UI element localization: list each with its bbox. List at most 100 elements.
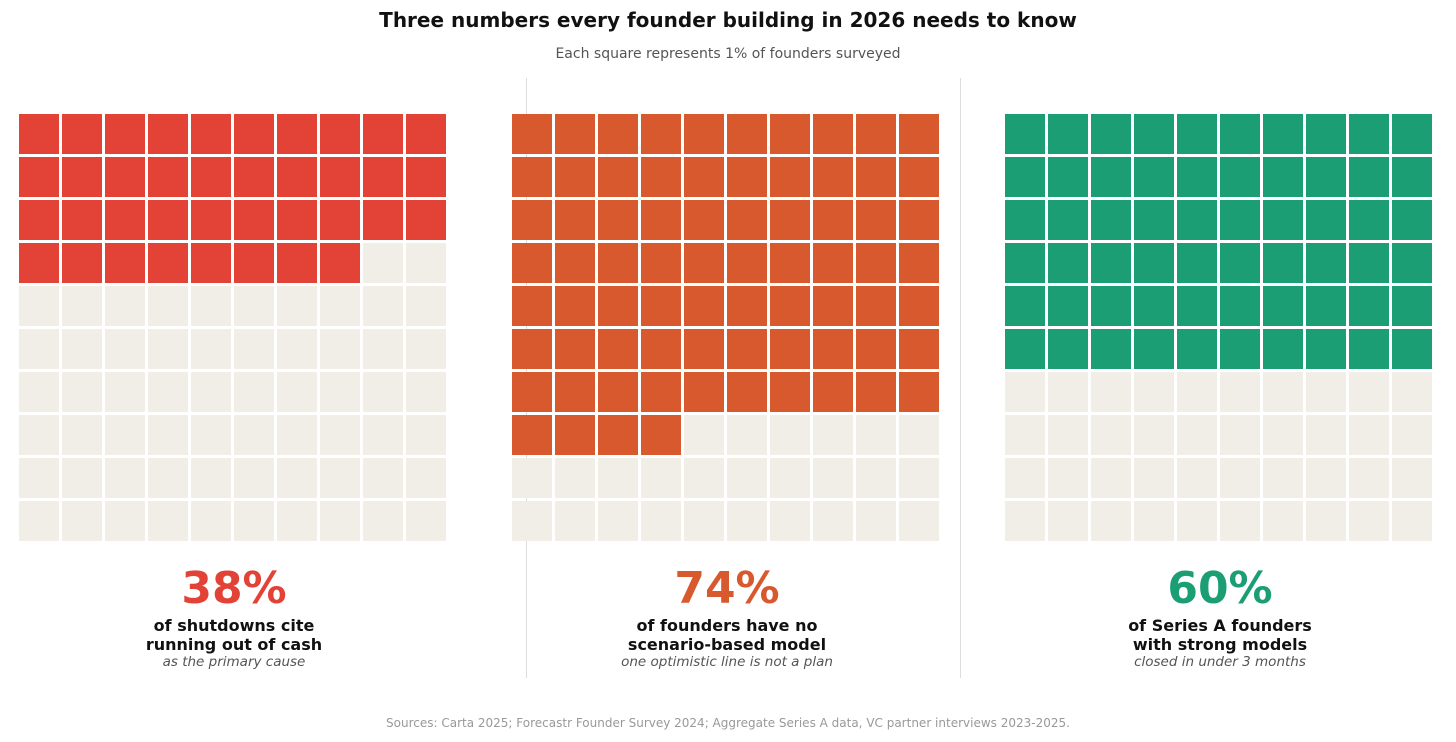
waffle-square-filled <box>1048 114 1088 154</box>
waffle-square-empty <box>641 458 681 498</box>
waffle-square-filled <box>1306 157 1346 197</box>
waffle-square-filled <box>1263 114 1303 154</box>
waffle-square-filled <box>191 243 231 283</box>
waffle-square-filled <box>684 286 724 326</box>
waffle-square-empty <box>1263 501 1303 541</box>
waffle-square-filled <box>641 372 681 412</box>
waffle-square-empty <box>1263 372 1303 412</box>
waffle-square-empty <box>363 458 403 498</box>
waffle-square-filled <box>1091 243 1131 283</box>
waffle-square-filled <box>1134 200 1174 240</box>
waffle-square-filled <box>899 286 939 326</box>
waffle-square-empty <box>1048 415 1088 455</box>
waffle-square-empty <box>1392 458 1432 498</box>
waffle-square-filled <box>1392 243 1432 283</box>
waffle-square-empty <box>105 372 145 412</box>
waffle-square-filled <box>770 372 810 412</box>
waffle-square-empty <box>899 501 939 541</box>
waffle-square-empty <box>363 372 403 412</box>
waffle-square-empty <box>363 501 403 541</box>
stat-value: 74% <box>674 563 780 614</box>
waffle-square-empty <box>1005 501 1045 541</box>
waffle-square-empty <box>148 415 188 455</box>
waffle-square-filled <box>1177 200 1217 240</box>
waffle-square-filled <box>813 372 853 412</box>
waffle-square-filled <box>191 157 231 197</box>
waffle-square-filled <box>727 157 767 197</box>
waffle-square-empty <box>727 501 767 541</box>
waffle-square-filled <box>1349 200 1389 240</box>
waffle-square-filled <box>899 243 939 283</box>
waffle-square-empty <box>19 372 59 412</box>
waffle-square-filled <box>1048 243 1088 283</box>
waffle-square-empty <box>148 458 188 498</box>
waffle-square-empty <box>62 458 102 498</box>
waffle-square-filled <box>770 286 810 326</box>
waffle-square-empty <box>62 415 102 455</box>
waffle-square-filled <box>277 114 317 154</box>
waffle-square-empty <box>1134 501 1174 541</box>
waffle-square-filled <box>1306 286 1346 326</box>
waffle-square-filled <box>1306 200 1346 240</box>
waffle-square-filled <box>320 243 360 283</box>
waffle-square-filled <box>277 157 317 197</box>
waffle-square-filled <box>1005 200 1045 240</box>
waffle-square-filled <box>555 200 595 240</box>
waffle-square-empty <box>813 501 853 541</box>
waffle-square-filled <box>1263 157 1303 197</box>
waffle-square-empty <box>406 458 446 498</box>
waffle-square-empty <box>684 501 724 541</box>
waffle-square-empty <box>363 415 403 455</box>
waffle-square-filled <box>770 329 810 369</box>
waffle-square-empty <box>1349 501 1389 541</box>
waffle-square-empty <box>813 458 853 498</box>
stat-note: closed in under 3 months <box>1134 654 1306 670</box>
waffle-square-filled <box>1220 243 1260 283</box>
waffle-square-filled <box>598 200 638 240</box>
stat-label: of founders have no scenario-based model <box>512 616 942 654</box>
waffle-square-empty <box>105 458 145 498</box>
waffle-square-empty <box>727 458 767 498</box>
waffle-square-filled <box>1005 114 1045 154</box>
waffle-square-empty <box>512 458 552 498</box>
waffle-square-empty <box>1306 458 1346 498</box>
waffle-square-filled <box>856 157 896 197</box>
waffle-square-empty <box>813 415 853 455</box>
waffle-square-empty <box>320 415 360 455</box>
waffle-square-filled <box>813 157 853 197</box>
waffle-square-empty <box>598 458 638 498</box>
waffle-square-filled <box>62 157 102 197</box>
waffle-square-empty <box>19 286 59 326</box>
waffle-square-filled <box>1220 329 1260 369</box>
waffle-square-filled <box>1134 157 1174 197</box>
waffle-grid <box>19 114 449 544</box>
waffle-square-filled <box>320 114 360 154</box>
waffle-square-filled <box>512 372 552 412</box>
waffle-square-filled <box>1048 329 1088 369</box>
waffle-square-filled <box>1349 114 1389 154</box>
waffle-square-filled <box>641 157 681 197</box>
waffle-square-empty <box>191 372 231 412</box>
waffle-square-empty <box>406 329 446 369</box>
waffle-square-empty <box>363 243 403 283</box>
waffle-square-filled <box>856 243 896 283</box>
chart-subtitle: Each square represents 1% of founders su… <box>555 46 901 62</box>
waffle-square-filled <box>234 243 274 283</box>
waffle-square-empty <box>1349 415 1389 455</box>
waffle-square-filled <box>555 114 595 154</box>
waffle-square-filled <box>105 243 145 283</box>
waffle-square-empty <box>1134 458 1174 498</box>
waffle-square-filled <box>1177 114 1217 154</box>
waffle-square-filled <box>277 200 317 240</box>
waffle-square-filled <box>148 157 188 197</box>
waffle-square-filled <box>641 200 681 240</box>
waffle-square-filled <box>813 243 853 283</box>
waffle-square-empty <box>555 458 595 498</box>
waffle-square-filled <box>191 200 231 240</box>
waffle-square-filled <box>856 114 896 154</box>
waffle-square-empty <box>406 243 446 283</box>
waffle-square-empty <box>770 415 810 455</box>
waffle-square-empty <box>1220 458 1260 498</box>
waffle-square-filled <box>598 329 638 369</box>
waffle-square-empty <box>320 458 360 498</box>
